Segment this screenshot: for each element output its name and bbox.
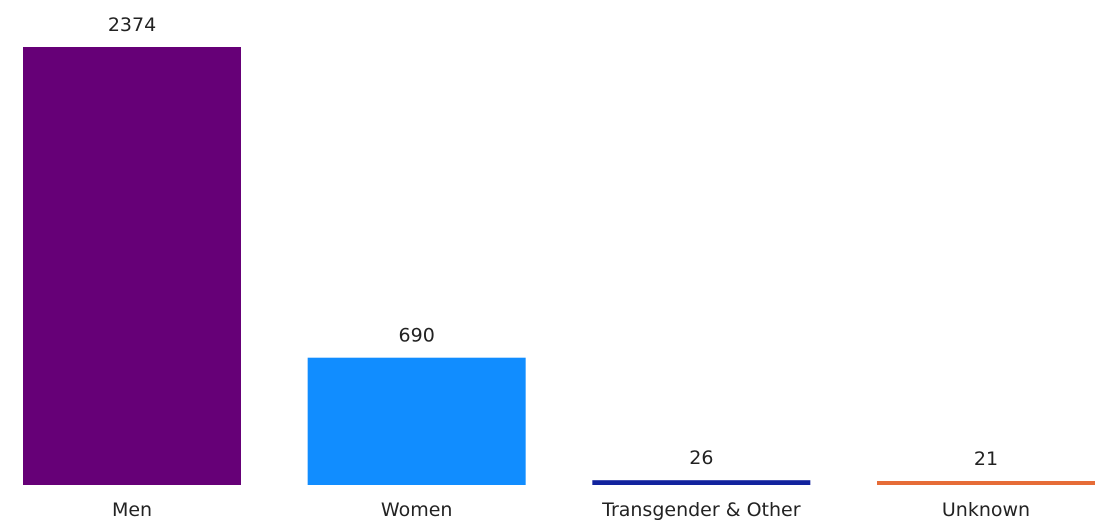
bar-women[interactable] (307, 357, 526, 485)
x-tick-label-men: Men (112, 499, 152, 521)
bar-unknown[interactable] (877, 481, 1095, 485)
x-tick-label-women: Women (381, 499, 453, 521)
bar-transgender-other[interactable] (592, 480, 811, 485)
x-tick-label-transgender-other: Transgender & Other (601, 499, 801, 521)
data-label-men: 2374 (108, 14, 156, 36)
data-label-transgender-other: 26 (689, 447, 713, 469)
data-label-unknown: 21 (974, 448, 998, 470)
data-label-women: 690 (399, 325, 435, 347)
x-tick-label-unknown: Unknown (942, 499, 1030, 521)
bar-men[interactable] (23, 47, 241, 485)
